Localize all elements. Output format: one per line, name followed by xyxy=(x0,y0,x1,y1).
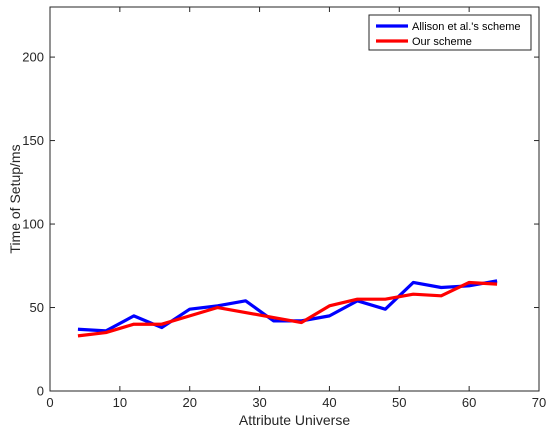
y-tick-label: 0 xyxy=(37,384,44,399)
y-tick-label: 150 xyxy=(22,133,44,148)
x-tick-label: 0 xyxy=(46,395,53,410)
x-tick-label: 50 xyxy=(392,395,406,410)
x-tick-label: 40 xyxy=(322,395,336,410)
x-tick-label: 70 xyxy=(532,395,546,410)
plot-area xyxy=(49,6,540,392)
legend-label-1: Our scheme xyxy=(412,36,472,48)
x-tick-label: 60 xyxy=(462,395,476,410)
series-line-1 xyxy=(77,280,498,338)
x-tick-label: 30 xyxy=(252,395,266,410)
x-tick-label: 20 xyxy=(182,395,196,410)
y-axis-ticks: 0 50 100 150 200 xyxy=(22,50,539,399)
x-axis-label: Attribute Universe xyxy=(239,412,350,428)
y-tick-label: 50 xyxy=(30,300,44,315)
legend: Allison et al.'s scheme Our scheme xyxy=(368,14,532,51)
y-tick-label: 100 xyxy=(22,217,44,232)
x-tick-label: 10 xyxy=(113,395,127,410)
legend-label-0: Allison et al.'s scheme xyxy=(412,21,520,33)
y-tick-label: 200 xyxy=(22,50,44,65)
y-axis-label: Time of Setup/ms xyxy=(7,144,23,253)
series-lines xyxy=(77,279,498,338)
x-axis-ticks: 0 10 20 30 40 50 60 70 xyxy=(46,7,546,410)
legend-box xyxy=(368,14,532,51)
